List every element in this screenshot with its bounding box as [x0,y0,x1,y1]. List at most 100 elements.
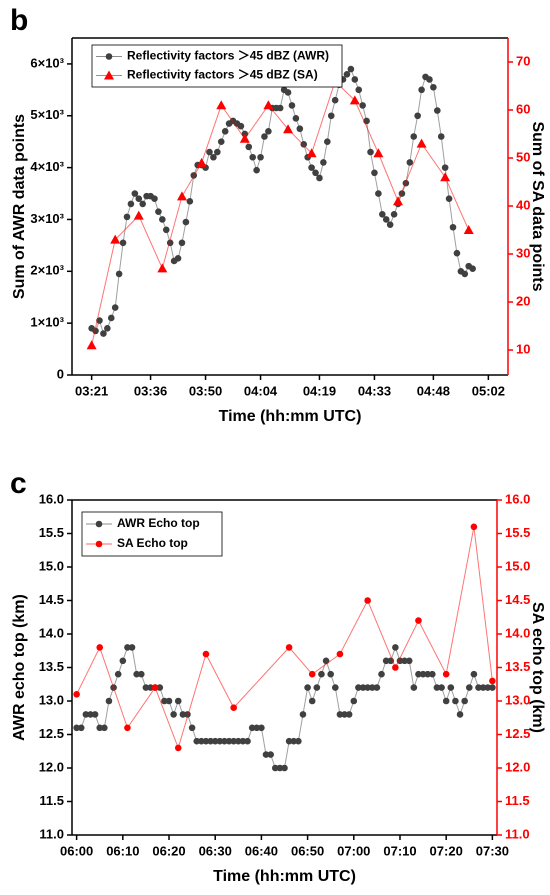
marker [211,737,219,745]
marker [489,684,496,691]
x-tick-label: 04:33 [358,383,391,398]
x-tick-label: 05:02 [472,383,505,398]
marker [327,112,335,120]
marker [245,143,253,151]
y2-tick-label: 40 [516,197,530,212]
marker [114,670,122,678]
marker [364,684,371,691]
marker [285,644,293,651]
marker [123,213,131,221]
marker [359,102,366,109]
y-tick-label: 12.5 [39,726,64,741]
marker [288,102,296,109]
marker [124,644,131,651]
marker [147,684,154,691]
marker [300,140,308,148]
marker [331,96,339,104]
x-tick-label: 03:36 [134,383,167,398]
marker [105,697,113,705]
marker [433,684,441,691]
series-line [91,80,470,346]
marker [104,325,111,332]
marker [393,196,404,206]
marker [271,764,279,772]
y2-tick-label: 14.5 [505,592,530,607]
marker [373,684,381,691]
marker [304,684,311,691]
marker [308,670,316,678]
marker [139,200,147,208]
marker [91,711,99,718]
marker [262,751,270,758]
marker [378,670,385,678]
y2-tick-label: 11.0 [505,826,530,841]
marker [470,670,478,678]
marker [418,86,425,94]
y-tick-label: 12.0 [39,759,64,774]
marker [461,697,468,705]
marker [265,128,272,135]
marker [198,737,205,745]
marker [414,112,421,120]
y-tick-label: 5×10³ [30,107,64,122]
marker [135,195,143,203]
y2-tick-label: 60 [516,101,530,116]
y2-tick-label: 10 [516,341,530,356]
marker [92,327,99,335]
x-tick-label: 06:10 [106,843,139,858]
marker [308,164,315,171]
y2-tick-label: 20 [516,293,530,308]
y2-tick-label: 16.0 [505,491,530,506]
x-tick-label: 03:50 [189,383,222,398]
y2-tick-label: 14.0 [505,625,530,640]
marker [382,216,390,223]
marker [349,95,360,105]
marker [186,198,194,205]
x-tick-label: 07:30 [476,843,509,858]
marker [115,270,123,278]
marker [235,737,242,745]
marker [111,304,119,311]
y-tick-label: 11.5 [39,793,64,808]
x-tick-label: 03:21 [75,383,108,398]
y2-axis-label: Sum of SA data points [529,121,546,291]
x-tick-label: 06:00 [60,843,93,858]
marker [276,764,284,772]
marker [336,650,344,658]
marker [258,724,265,732]
marker [157,263,168,273]
marker [261,133,268,140]
y-tick-label: 4×10³ [30,159,64,174]
marker [182,218,190,226]
marker [244,737,251,745]
marker [313,684,321,691]
y-tick-label: 14.5 [39,592,64,607]
marker [142,684,150,691]
x-axis-label: Time (hh:mm UTC) [213,868,356,885]
marker [257,153,264,161]
marker [373,148,384,158]
marker [281,764,288,772]
marker [475,684,482,691]
marker [100,330,107,337]
marker [355,684,362,691]
marker [214,148,221,156]
marker [386,221,394,228]
marker [469,265,476,273]
marker [174,697,182,705]
marker [327,670,334,678]
marker [452,697,459,705]
y2-tick-label: 13.0 [505,692,530,707]
marker [440,172,451,182]
y-tick-label: 1×10³ [30,315,64,330]
marker [101,724,108,732]
y2-tick-label: 13.5 [505,659,530,674]
marker [438,684,445,691]
marker [110,234,121,244]
y-tick-label: 2×10³ [30,263,64,278]
marker [216,737,224,745]
marker [131,190,139,197]
marker [324,138,331,145]
series-line [76,526,493,750]
